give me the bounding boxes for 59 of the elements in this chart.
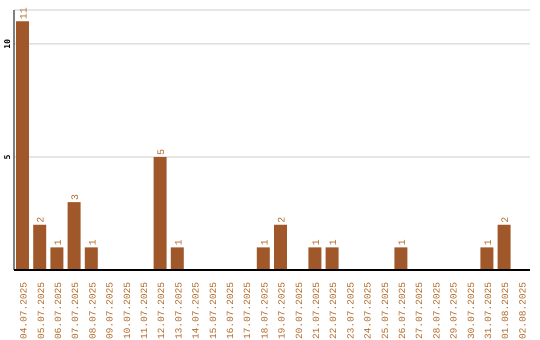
x-tick-label: 30.07.2025 <box>466 282 477 340</box>
bar <box>50 247 64 270</box>
x-tick-label: 23.07.2025 <box>345 282 356 340</box>
bar <box>274 224 287 270</box>
x-tick-label: 18.07.2025 <box>259 282 270 340</box>
bar <box>84 247 98 270</box>
x-tick-label: 28.07.2025 <box>431 282 442 340</box>
x-tick-label: 27.07.2025 <box>414 282 426 340</box>
bar <box>256 247 270 270</box>
x-tick-label: 31.07.2025 <box>483 282 494 340</box>
x-tick-label: 29.07.2025 <box>448 282 460 340</box>
bar <box>480 247 494 270</box>
data-label: 1 <box>484 239 495 246</box>
data-label: 1 <box>398 239 409 246</box>
data-label: 1 <box>54 239 65 246</box>
x-tick-label: 20.07.2025 <box>294 282 305 340</box>
bar <box>16 21 29 270</box>
x-tick-label: 22.07.2025 <box>328 282 340 340</box>
data-label: 2 <box>36 216 48 223</box>
data-label: 1 <box>260 239 272 246</box>
x-tick-label: 10.07.2025 <box>122 282 133 340</box>
x-tick-label: 21.07.2025 <box>311 282 322 340</box>
x-tick-label: 08.07.2025 <box>87 282 98 340</box>
bar <box>68 202 81 270</box>
x-tick-label: 11.07.2025 <box>139 282 150 340</box>
data-label: 2 <box>278 216 288 223</box>
x-tick-label: 19.07.2025 <box>276 282 288 340</box>
x-tick-label: 07.07.2025 <box>70 282 82 340</box>
bar <box>154 156 167 270</box>
bar <box>308 247 322 270</box>
x-tick-label: 05.07.2025 <box>36 282 47 340</box>
data-label: 1 <box>312 239 323 246</box>
data-label: 1 <box>174 239 186 246</box>
bar <box>498 224 511 270</box>
x-tick-label: 16.07.2025 <box>225 282 236 340</box>
x-tick-label: 17.07.2025 <box>242 282 254 340</box>
x-tick-label: 09.07.2025 <box>104 282 116 340</box>
y-tick-label: 10 <box>3 38 12 49</box>
data-label: 5 <box>157 148 168 155</box>
bar <box>394 247 408 270</box>
data-label: 1 <box>329 239 340 246</box>
x-tick-label: 14.07.2025 <box>190 282 202 340</box>
x-tick-label: 24.07.2025 <box>362 282 374 340</box>
x-tick-label: 25.07.2025 <box>380 282 391 340</box>
data-label: 3 <box>71 194 82 200</box>
x-tick-label: 06.07.2025 <box>53 282 64 340</box>
data-label: 1 <box>88 239 100 246</box>
x-tick-label: 01.08.2025 <box>500 282 512 340</box>
x-tick-label: 26.07.2025 <box>397 282 408 340</box>
bar <box>33 224 46 270</box>
x-tick-label: 15.07.2025 <box>208 282 219 340</box>
x-tick-label: 12.07.2025 <box>156 282 168 340</box>
x-tick-label: 13.07.2025 <box>173 282 184 340</box>
data-label: 11 <box>20 7 30 20</box>
x-tick-label: 02.08.2025 <box>517 282 528 340</box>
x-tick-label: 04.07.2025 <box>18 282 30 340</box>
data-label: 2 <box>501 216 512 223</box>
bar <box>326 247 339 270</box>
bar <box>170 247 184 270</box>
